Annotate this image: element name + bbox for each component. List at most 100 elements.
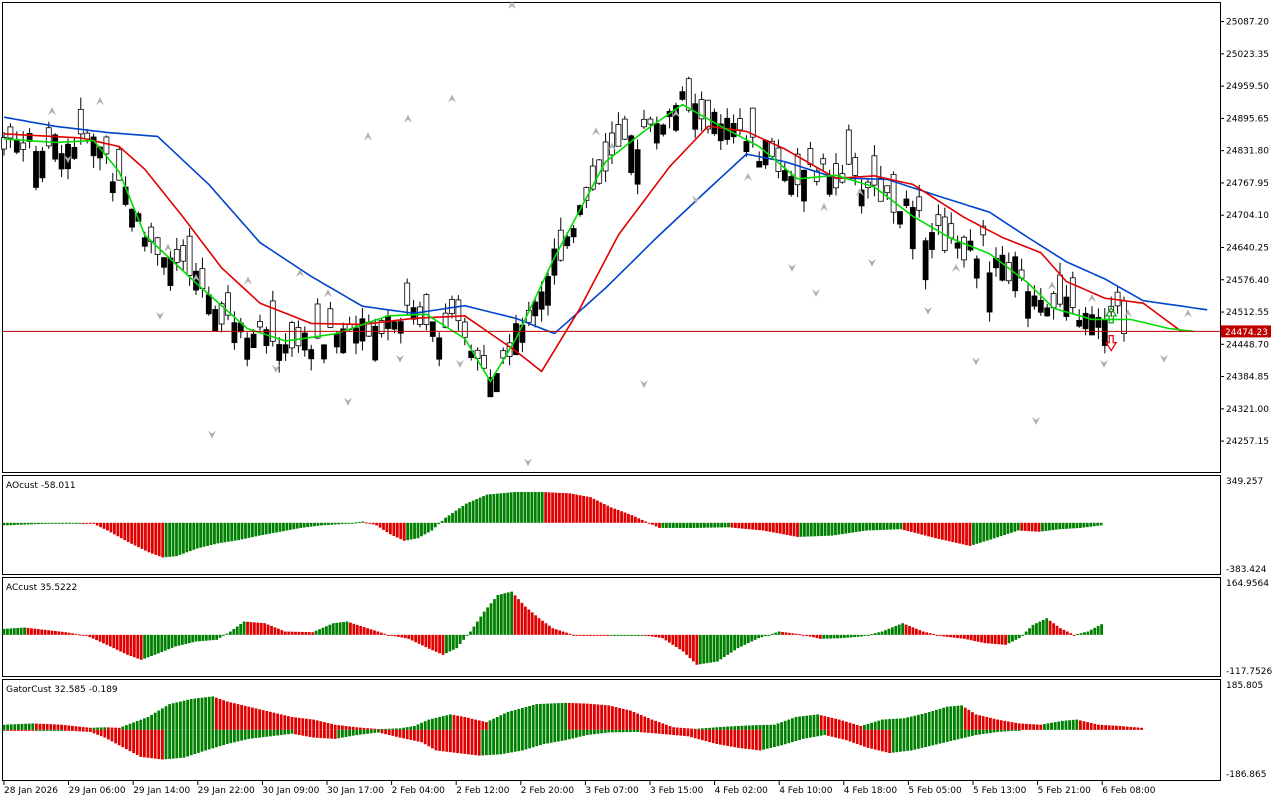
gator-upper-bar [1017,723,1021,730]
gator-lower-bar [308,729,312,737]
ac-bar [698,634,702,665]
gator-upper-bar [665,724,668,730]
gator-lower-bar [150,729,153,759]
gator-lower-bar [463,729,467,754]
ac-bar [733,634,736,651]
gator-upper-bar [575,703,578,730]
gator-upper-bar [1025,723,1028,730]
fractal-up-icon [1124,309,1132,318]
ac-bar [640,634,644,636]
ao-bar [989,522,993,540]
gator-upper-bar [1053,722,1057,730]
fractal-up-icon [296,268,304,277]
candle-body [705,99,711,130]
candle-body [77,108,84,135]
ao-bar [482,496,485,523]
ac-bar [726,634,730,655]
ao-bar [699,522,703,528]
ac-bar [64,632,68,635]
ac-bar [355,624,359,635]
ac-bar [167,634,171,650]
ao-bar [516,492,520,523]
candle-body [1057,274,1063,305]
ac-bar [637,634,640,636]
time-tick-label: 28 Jan 2026 [4,786,58,796]
gator-upper-bar [1046,723,1050,730]
ac-bar [794,633,798,635]
ac-bar [983,634,987,644]
ao-bar [175,522,178,557]
ac-bar [633,634,637,636]
gator-upper-bar [981,716,985,730]
ao-bar [654,522,658,527]
ac-bar [966,634,970,640]
ac-bar [829,634,833,639]
ac-bar [6,628,9,635]
gator-upper-bar [157,710,161,730]
ac-bar [938,634,942,636]
ao-bar [978,522,982,543]
ac-bar [376,631,380,635]
ac-bar [12,628,16,635]
ac-bar [709,634,712,663]
candle-body [602,141,609,172]
ac-bar [469,631,472,635]
ao-bar [119,522,123,539]
candle-body [871,155,878,186]
main-chart[interactable] [1,1,1221,467]
gator-lower-bar [24,729,27,731]
ao-bar [1023,522,1027,531]
gator-upper-bar [1086,722,1089,730]
gator-upper-bar [1129,726,1133,730]
gator-upper-bar [78,726,81,730]
ma-slow-line [3,116,1208,335]
gator-upper-bar [938,708,942,730]
gator-lower-bar [657,729,661,734]
gator-upper-bar [17,724,20,730]
gator-lower-bar [683,729,686,736]
candle-body [852,157,859,176]
fractal-down-icon [788,263,796,272]
gator-upper-bar [168,704,171,730]
ao-bar [1010,522,1013,533]
gator-lower-bar [942,729,945,743]
ao-bar [640,519,644,523]
ao-bar [972,522,975,545]
ac-bar [294,631,297,635]
ac-bar [956,634,959,639]
ao-bar [458,508,461,523]
ac-bar [681,634,685,652]
ao-bar [251,522,254,538]
gator-upper-bar [1082,721,1086,730]
gator-lower-bar [629,729,632,733]
gator-lower-bar [719,729,722,745]
gator-lower-bar [247,729,251,739]
ao-bar [206,522,209,546]
candle-body [1037,299,1044,313]
ao-bar [23,522,27,525]
ac-bar [40,629,44,635]
ao-bar [999,522,1003,537]
ao-bar [313,522,316,527]
ao-bar [150,522,154,554]
ac-bar [736,634,740,649]
ac-bar [139,634,143,660]
gator-lower-bar [805,729,809,739]
gator-upper-bar [812,714,816,730]
gator-lower-bar [729,729,733,747]
ao-bar [81,522,85,524]
gator-upper-bar [301,718,305,730]
ac-bar [589,634,592,636]
gator-upper-bar [963,707,967,730]
candle-body [884,185,891,194]
gator-lower-bar [999,729,1003,732]
time-tick-label: 29 Jan 22:00 [198,786,255,796]
candle-body [628,135,635,173]
gator-upper-bar [834,718,837,730]
ac-bar [50,630,54,635]
ac-bar [105,634,109,645]
gator-upper-bar [866,723,870,730]
gator-lower-bar [319,729,323,739]
ac-bar [383,633,387,635]
